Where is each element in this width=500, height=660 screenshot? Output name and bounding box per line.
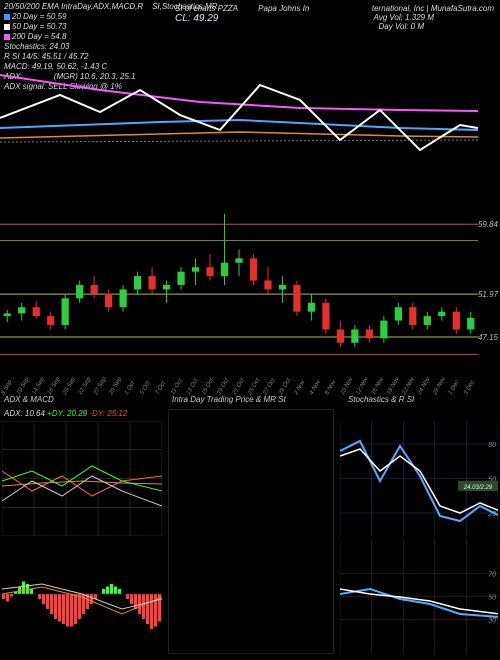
svg-text:30: 30 — [488, 618, 496, 625]
svg-text:24.03/2.29: 24.03/2.29 — [463, 485, 493, 491]
svg-text:4 Nov: 4 Nov — [309, 379, 323, 396]
svg-text:51.97: 51.97 — [478, 290, 499, 299]
sq-20-icon — [4, 14, 10, 20]
macd-subpanel — [2, 539, 162, 654]
company-label: Papa Johns In — [258, 4, 309, 13]
ema50-label: 50 Day = 50.73 — [12, 22, 66, 31]
rsi-chart: 30 50 70 — [340, 539, 498, 654]
svg-text:21 Oct: 21 Oct — [231, 377, 246, 396]
intraday-title: Intra Day Trading Price & MR SI — [172, 395, 286, 404]
svg-text:1 Oct: 1 Oct — [124, 380, 137, 396]
title-mid: SI of charts PZZA — [175, 4, 238, 13]
rsi-subpanel: 30 50 70 — [340, 539, 498, 654]
svg-text:70: 70 — [488, 572, 496, 579]
candlestick-chart: 59.84 51.97 47.15 8 Sep10 Sep14 Sep16 Sep20… — [0, 200, 500, 400]
sq-200-icon — [4, 34, 10, 40]
candlestick-panel: 59.8451.9747.158 Sep10 Sep14 Sep16 Sep20… — [0, 200, 480, 380]
stochastics-subpanel: 20508024.03/2.29 — [340, 421, 498, 536]
header-mid-block: SI of charts PZZA Papa Johns In CL: 49.2… — [175, 4, 309, 24]
svg-text:13 Oct: 13 Oct — [186, 377, 200, 396]
ma-chart — [0, 70, 478, 190]
ema20-label: 20 Day = 50.59 — [12, 12, 66, 21]
svg-text:27 Sep: 27 Sep — [93, 376, 109, 397]
day-vol-label: Day Vol: 0 M — [372, 22, 424, 31]
adx-chart — [2, 421, 162, 536]
hdr-line1-pre: 20/50/200 EMA IntraDay,ADX,MACD,R — [4, 2, 143, 11]
svg-text:19 Oct: 19 Oct — [216, 377, 230, 396]
adx-subpanel — [2, 421, 162, 536]
svg-text:14 Sep: 14 Sep — [31, 376, 46, 396]
svg-text:80: 80 — [488, 442, 496, 449]
macd-chart — [2, 539, 162, 654]
svg-text:15 Oct: 15 Oct — [201, 377, 215, 396]
sq-50-icon — [4, 24, 10, 30]
close-price: CL: 49.29 — [175, 13, 309, 24]
svg-text:47.15: 47.15 — [478, 333, 499, 342]
svg-text:20 Sep: 20 Sep — [62, 376, 78, 397]
bottom-panels-row: ADX & MACD Intra Day Trading Price & MR … — [0, 395, 500, 655]
svg-text:1 Dec: 1 Dec — [448, 379, 461, 396]
avg-vol-label: Avg Vol: 1.329 M — [372, 13, 434, 22]
moving-average-panel — [0, 70, 480, 190]
svg-text:8 Sep: 8 Sep — [1, 379, 14, 396]
adx-values-text: ADX: 10.64 +DY: 20.29 -DY: 25.12 — [4, 409, 127, 418]
svg-text:29 Nov: 29 Nov — [432, 376, 448, 397]
stoch-rsi-title: Stochastics & R SI — [348, 395, 414, 404]
svg-text:22 Nov: 22 Nov — [401, 376, 417, 397]
svg-text:18 Nov: 18 Nov — [386, 376, 401, 396]
svg-text:5 Oct: 5 Oct — [139, 380, 152, 396]
adx-macd-title: ADX & MACD — [4, 395, 54, 404]
rsi-label: R SI 14/5: 45.51 / 45.72 — [4, 52, 217, 62]
svg-text:12 Nov: 12 Nov — [355, 376, 370, 396]
svg-text:7 Oct: 7 Oct — [155, 380, 168, 396]
intraday-subpanel — [168, 409, 334, 654]
svg-text:50: 50 — [488, 595, 496, 602]
svg-text:16 Nov: 16 Nov — [371, 376, 386, 396]
svg-text:10 Sep: 10 Sep — [16, 376, 31, 396]
svg-text:16 Sep: 16 Sep — [47, 376, 62, 396]
svg-text:29 Sep: 29 Sep — [108, 376, 124, 397]
svg-text:25 Oct: 25 Oct — [247, 377, 262, 396]
ema200-label: 200 Day = 54.8 — [12, 32, 66, 41]
stochastics-chart: 20508024.03/2.29 — [340, 421, 498, 536]
svg-text:10 Nov: 10 Nov — [340, 376, 355, 396]
svg-text:3 Dec: 3 Dec — [463, 379, 476, 396]
svg-text:27 Oct: 27 Oct — [262, 377, 277, 396]
stoch-label: Stochastics: 24.03 — [4, 42, 217, 52]
svg-text:8 Nov: 8 Nov — [324, 379, 338, 396]
svg-text:11 Oct: 11 Oct — [170, 378, 184, 396]
header-right-block: ternational, Inc | MunafaSutra.com Avg V… — [372, 4, 494, 31]
svg-text:59.84: 59.84 — [478, 220, 499, 229]
watermark-label: ternational, Inc | MunafaSutra.com — [372, 4, 494, 13]
svg-text:29 Oct: 29 Oct — [278, 377, 293, 396]
svg-text:24 Nov: 24 Nov — [416, 376, 432, 397]
svg-text:22 Sep: 22 Sep — [77, 376, 93, 397]
